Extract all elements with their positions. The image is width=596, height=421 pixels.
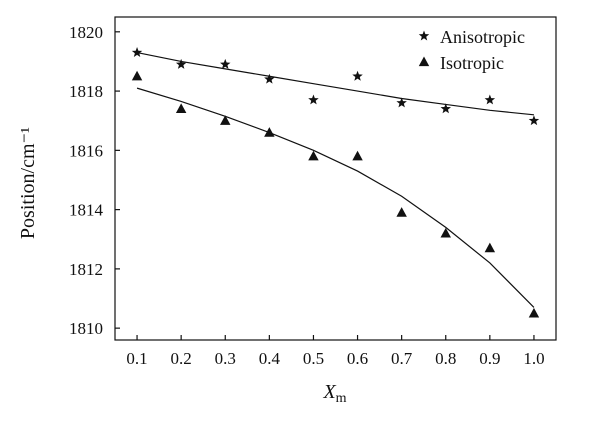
legend-star-icon [418, 30, 430, 41]
legend: Anisotropic Isotropic [418, 27, 525, 73]
legend-label-isotropic: Isotropic [440, 53, 504, 73]
x-tick-label: 0.5 [303, 349, 324, 368]
point-anisotropic [484, 94, 496, 105]
y-tick-label: 1816 [69, 141, 103, 160]
point-anisotropic [131, 47, 143, 58]
y-axis-label: Position/cm⁻¹ [17, 127, 39, 239]
point-isotropic [175, 103, 187, 113]
y-tick-label: 1810 [69, 319, 103, 338]
data-points [131, 47, 540, 318]
fit-line-isotropic [136, 87, 535, 308]
legend-triangle-icon [418, 56, 430, 67]
x-tick-label: 0.3 [215, 349, 236, 368]
x-tick-label: 0.4 [259, 349, 281, 368]
point-isotropic [264, 127, 275, 137]
x-tick-label: 0.8 [435, 349, 456, 368]
y-axis: 1810 1812 1814 1816 1818 1820 [69, 23, 120, 338]
x-axis-label-main: X [322, 381, 336, 403]
point-anisotropic [528, 115, 540, 126]
point-anisotropic [264, 73, 275, 84]
fit-lines [136, 51, 535, 308]
y-tick-label: 1820 [69, 23, 103, 42]
point-anisotropic [308, 94, 319, 105]
x-tick-label: 0.7 [391, 349, 413, 368]
point-isotropic [352, 150, 363, 161]
fit-line-anisotropic [136, 51, 535, 116]
x-tick-label: 0.1 [126, 349, 147, 368]
y-tick-label: 1814 [69, 201, 104, 220]
point-anisotropic [175, 58, 187, 69]
point-isotropic [396, 207, 407, 217]
x-axis-label-subscript: m [336, 391, 347, 406]
x-tick-label: 0.9 [479, 349, 500, 368]
point-isotropic [308, 150, 319, 161]
x-tick-label: 0.2 [171, 349, 192, 368]
x-tick-label: 0.6 [347, 349, 368, 368]
x-axis-label: Xm [322, 381, 346, 406]
point-isotropic [220, 115, 231, 125]
y-tick-label: 1818 [69, 82, 103, 101]
x-tick-label: 1.0 [523, 349, 544, 368]
y-tick-label: 1812 [69, 260, 103, 279]
point-isotropic [528, 307, 540, 318]
point-anisotropic [220, 58, 231, 69]
point-anisotropic [396, 97, 407, 108]
point-anisotropic [352, 70, 363, 81]
point-isotropic [484, 242, 496, 253]
plot-frame [114, 16, 557, 341]
point-isotropic [131, 70, 143, 81]
legend-label-anisotropic: Anisotropic [440, 27, 525, 47]
point-anisotropic [440, 103, 451, 114]
point-isotropic [440, 227, 451, 238]
x-axis: 0.1 0.2 0.3 0.4 0.5 0.6 0.7 0.8 0.9 1.0 [126, 335, 545, 368]
